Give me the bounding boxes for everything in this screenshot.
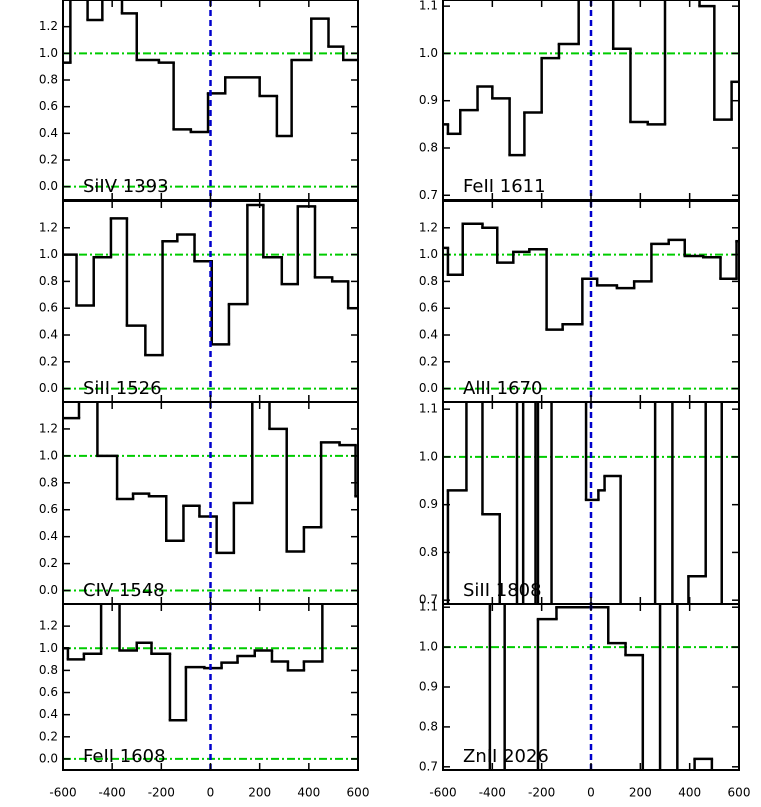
y-tick-label: 0.8 bbox=[39, 73, 58, 87]
y-tick-label: 1.0 bbox=[39, 641, 58, 655]
panel: 0.7 0.8 0.9 1.0 1.1 -600 -400 -200 0 200 400 600 ZnI… bbox=[419, 600, 751, 800]
x-tick-label: 600 bbox=[347, 786, 370, 800]
plot-area bbox=[63, 604, 358, 770]
y-tick-label: 1.0 bbox=[39, 247, 58, 261]
y-tick-label: 1.0 bbox=[39, 448, 58, 462]
panel: 0.0 0.2 0.4 0.6 0.8 1.0 1.2 SiIV 1393 bbox=[39, 0, 359, 201]
y-tick-label: 1.2 bbox=[419, 220, 438, 234]
plot-area bbox=[63, 201, 358, 402]
x-tick-label: -600 bbox=[429, 786, 456, 800]
y-tick-label: 0.2 bbox=[39, 556, 58, 570]
x-tick-label: 600 bbox=[728, 786, 751, 800]
plot-area bbox=[443, 604, 739, 770]
y-tick-label: 0.9 bbox=[419, 497, 438, 511]
plot-area bbox=[63, 402, 358, 604]
plot-area bbox=[443, 201, 739, 402]
y-tick-label: 0.0 bbox=[39, 751, 58, 765]
y-tick-label: 1.0 bbox=[419, 640, 438, 654]
y-tick-label: 0.6 bbox=[419, 301, 438, 315]
y-tick-label: 1.1 bbox=[419, 0, 438, 13]
x-tick-label: 0 bbox=[587, 786, 595, 800]
y-tick-label: 0.4 bbox=[39, 529, 58, 543]
y-tick-label: 1.0 bbox=[39, 46, 58, 60]
y-tick-label: 0.2 bbox=[419, 354, 438, 368]
y-tick-label: 0.8 bbox=[419, 274, 438, 288]
y-tick-label: 1.2 bbox=[39, 619, 58, 633]
y-tick-label: 0.9 bbox=[419, 680, 438, 694]
x-tick-label: -200 bbox=[148, 786, 175, 800]
plot-area bbox=[443, 0, 739, 200]
panel: 0.7 0.8 0.9 1.0 1.1 FeII 1611 bbox=[419, 0, 740, 202]
x-tick-label: -200 bbox=[528, 786, 555, 800]
plot-area bbox=[443, 402, 739, 604]
y-tick-label: 0.8 bbox=[419, 719, 438, 733]
line-label: SiII 1808 bbox=[463, 580, 542, 601]
y-tick-label: 1.2 bbox=[39, 19, 58, 33]
y-tick-label: 0.8 bbox=[39, 663, 58, 677]
panel: 0.0 0.2 0.4 0.6 0.8 1.0 1.2 CIV 1548 bbox=[39, 401, 359, 605]
y-tick-label: 0.4 bbox=[39, 126, 58, 140]
y-tick-label: 1.0 bbox=[419, 449, 438, 463]
y-tick-label: 0.2 bbox=[39, 153, 58, 167]
panel: 0.0 0.2 0.4 0.6 0.8 1.0 1.2 -600 -400 -200 0 200 400… bbox=[39, 603, 370, 800]
y-tick-label: 0.0 bbox=[39, 381, 58, 395]
y-tick-label: 0.6 bbox=[39, 99, 58, 113]
x-tick-label: 200 bbox=[248, 786, 271, 800]
y-tick-label: 1.0 bbox=[419, 247, 438, 261]
x-tick-label: 0 bbox=[207, 786, 215, 800]
y-tick-label: 0.8 bbox=[39, 274, 58, 288]
y-tick-label: 0.0 bbox=[419, 381, 438, 395]
line-label: AlII 1670 bbox=[463, 378, 542, 399]
x-tick-label: 400 bbox=[297, 786, 320, 800]
y-tick-label: 1.2 bbox=[39, 220, 58, 234]
line-label: FeII 1611 bbox=[463, 176, 546, 197]
panel: 0.0 0.2 0.4 0.6 0.8 1.0 1.2 SiII 1526 bbox=[39, 200, 359, 403]
line-label: CIV 1548 bbox=[83, 580, 165, 601]
y-tick-label: 1.0 bbox=[419, 46, 438, 60]
line-label: SiIV 1393 bbox=[83, 176, 169, 197]
x-tick-label: 200 bbox=[629, 786, 652, 800]
y-tick-label: 0.0 bbox=[39, 179, 58, 193]
x-tick-label: -400 bbox=[99, 786, 126, 800]
x-tick-label: -600 bbox=[49, 786, 76, 800]
y-tick-label: 0.2 bbox=[39, 729, 58, 743]
y-tick-label: 0.2 bbox=[39, 354, 58, 368]
y-tick-label: 0.4 bbox=[419, 328, 438, 342]
y-tick-label: 1.2 bbox=[39, 421, 58, 435]
y-tick-label: 0.8 bbox=[39, 475, 58, 489]
y-tick-label: 0.7 bbox=[419, 593, 438, 607]
y-tick-label: 0.7 bbox=[419, 759, 438, 773]
y-tick-label: 1.1 bbox=[419, 402, 438, 416]
y-tick-label: 0.7 bbox=[419, 188, 438, 202]
y-tick-label: 1.1 bbox=[419, 600, 438, 614]
y-tick-label: 0.4 bbox=[39, 328, 58, 342]
y-tick-label: 0.6 bbox=[39, 301, 58, 315]
y-tick-label: 0.4 bbox=[39, 707, 58, 721]
plot-area bbox=[63, 0, 358, 200]
y-tick-label: 0.9 bbox=[419, 93, 438, 107]
line-label: FeII 1608 bbox=[83, 746, 166, 767]
y-tick-label: 0.0 bbox=[39, 583, 58, 597]
x-tick-label: 400 bbox=[678, 786, 701, 800]
x-tick-label: -400 bbox=[479, 786, 506, 800]
y-tick-label: 0.8 bbox=[419, 545, 438, 559]
panel: 0.0 0.2 0.4 0.6 0.8 1.0 1.2 AlII 1670 bbox=[419, 200, 740, 403]
line-label: SiII 1526 bbox=[83, 378, 162, 399]
line-label: ZnII 2026 bbox=[463, 746, 549, 767]
y-tick-label: 0.6 bbox=[39, 685, 58, 699]
y-tick-label: 0.8 bbox=[419, 140, 438, 154]
y-tick-label: 0.6 bbox=[39, 502, 58, 516]
